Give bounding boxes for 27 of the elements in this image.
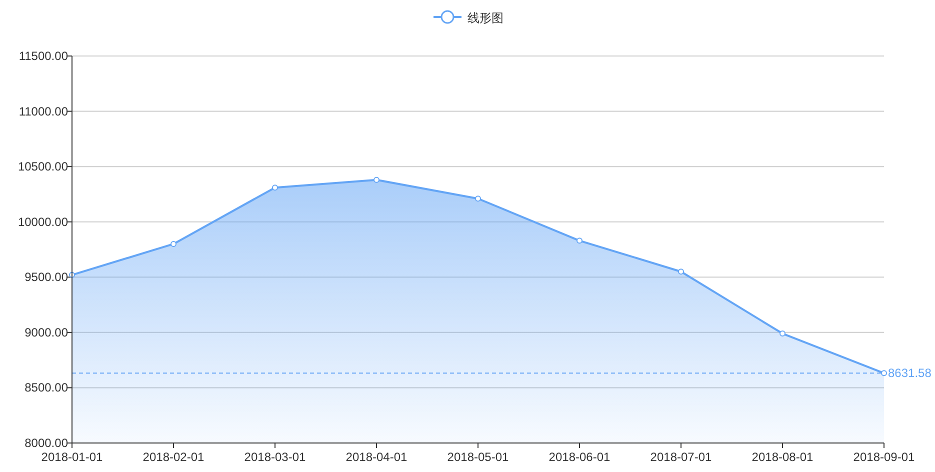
point (881, 370, 887, 376)
y-tick-label: 9500.00 (24, 270, 68, 284)
x-tick-label: 2018-05-01 (447, 450, 510, 464)
y-tick-label: 9000.00 (24, 325, 68, 340)
y-tick-label: 8000.00 (24, 436, 68, 450)
ref-line-label: 8631.58 (888, 366, 932, 380)
point (272, 184, 278, 191)
x-tick-label: 2018-08-01 (752, 450, 814, 464)
point (475, 196, 481, 202)
x-tick-label: 2018-04-01 (346, 450, 408, 464)
point (374, 176, 380, 183)
point (576, 238, 582, 244)
point (780, 330, 786, 337)
x-tick-label: 2018-06-01 (548, 450, 611, 464)
x-tick-label: 2018-07-01 (650, 450, 712, 464)
y-tick-label: 10000.00 (18, 214, 68, 229)
x-tick-label: 2018-09-01 (853, 450, 916, 464)
x-tick-label: 2018-03-01 (244, 450, 306, 464)
legend-label: 线形图 (468, 11, 504, 25)
point (678, 268, 684, 275)
point (170, 240, 176, 247)
y-tick-label: 8500.00 (24, 380, 68, 395)
y-tick-label: 11500.00 (18, 49, 68, 63)
x-tick-label: 2018-02-01 (142, 450, 205, 464)
x-tick-label: 2018-01-01 (41, 450, 104, 464)
y-tick-label: 11000.00 (18, 104, 68, 118)
y-tick-label: 10500.00 (18, 160, 68, 174)
